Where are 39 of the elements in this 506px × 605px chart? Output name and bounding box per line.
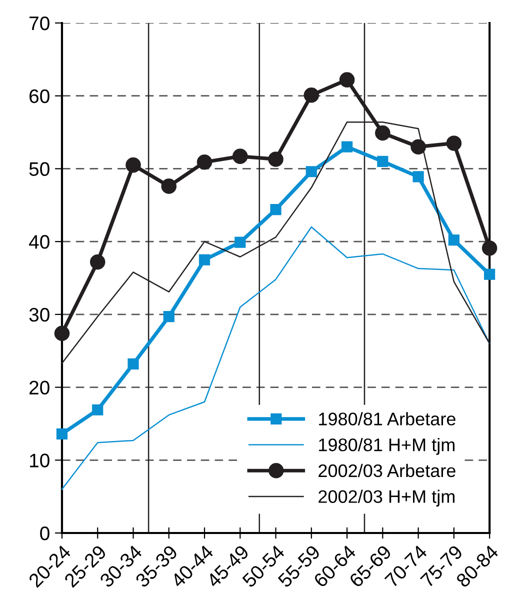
point: [304, 87, 320, 103]
y-tick-label: 10: [30, 454, 50, 468]
legend-label: 1980/81 Arbetare: [319, 412, 456, 426]
y-tick-label: 40: [29, 235, 50, 249]
y-tick-label: 20: [30, 380, 50, 395]
point: [377, 156, 388, 167]
line-series: [61, 226, 490, 490]
y-tick-label: 60: [30, 89, 50, 104]
legend-label: 2002/03 Arbetare: [318, 464, 456, 478]
y-tick-label: 30: [29, 308, 50, 322]
point: [92, 404, 104, 416]
point: [234, 236, 246, 248]
point: [484, 268, 496, 280]
point: [161, 178, 177, 194]
point: [196, 154, 212, 170]
point: [270, 204, 282, 216]
point: [448, 234, 460, 246]
point: [56, 428, 68, 440]
point: [163, 311, 174, 322]
y-tick-label: 0: [40, 526, 50, 540]
legend-label: 2002/03 H+M tjm: [318, 490, 454, 507]
point: [446, 136, 462, 151]
point: [54, 326, 70, 342]
point: [482, 240, 498, 256]
point: [410, 139, 426, 154]
y-tick-label: 50: [29, 162, 50, 176]
point: [90, 254, 106, 270]
point: [339, 72, 355, 88]
point: [306, 166, 317, 178]
legend-label: 1980/81 H+M tjm: [319, 438, 454, 455]
point: [412, 171, 424, 182]
point: [375, 125, 390, 141]
point: [268, 152, 284, 167]
point: [198, 254, 210, 266]
point: [128, 358, 139, 370]
point: [126, 157, 141, 173]
y-tick-label: 70: [30, 16, 50, 30]
point: [232, 148, 248, 164]
point: [341, 141, 353, 152]
